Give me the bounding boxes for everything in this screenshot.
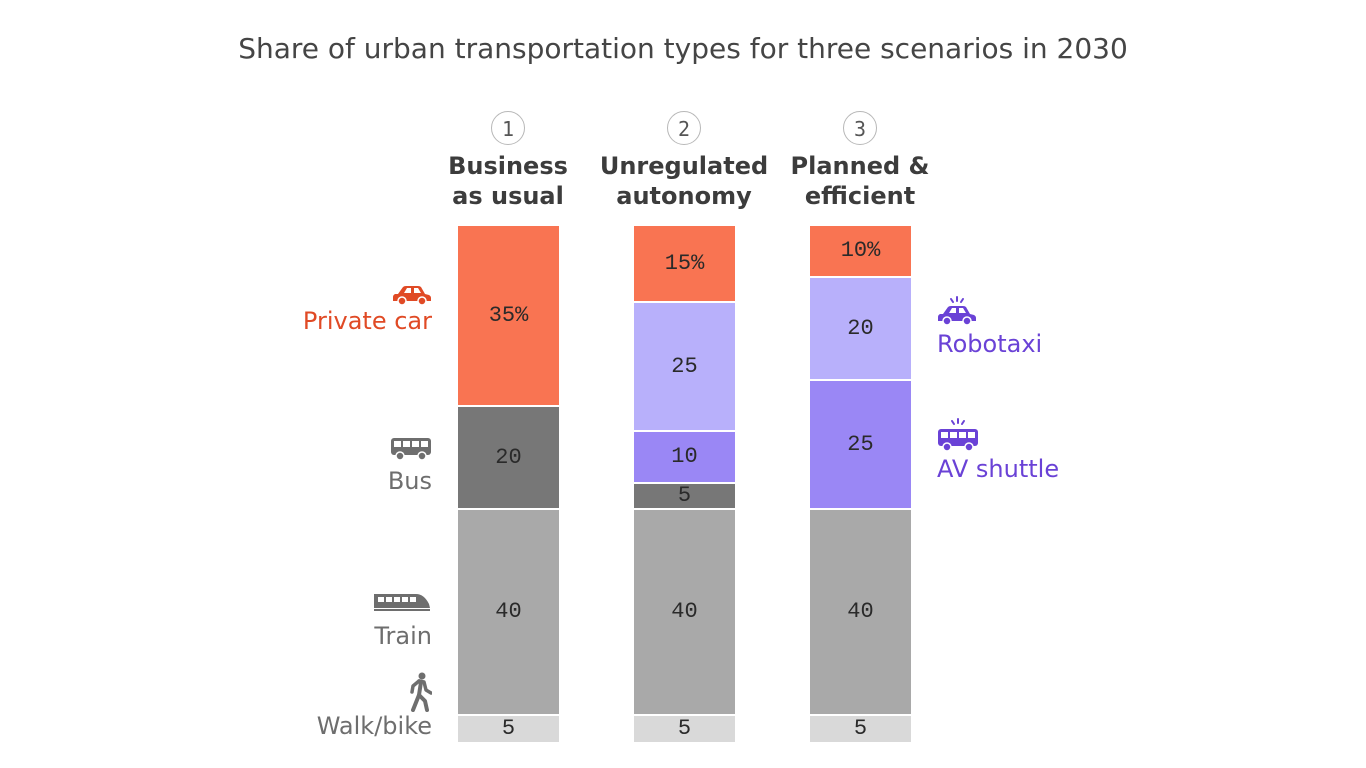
scenario-header-1: 1 Business as usual xyxy=(418,111,598,211)
bar-segment-private-car: 10% xyxy=(810,226,911,278)
bar-segment-train: 40 xyxy=(810,510,911,716)
robotaxi-icon xyxy=(937,296,1177,328)
bar-segment-av-shuttle: 25 xyxy=(810,381,911,510)
bar-segment-train: 40 xyxy=(634,510,735,716)
stacked-bar-unregulated-autonomy: 5 40 5 10 25 15% xyxy=(634,226,735,742)
legend-label-train: Train xyxy=(374,622,432,650)
data-label-walk-bike: 5 xyxy=(853,716,868,741)
legend-private-car: Private car xyxy=(192,284,432,335)
data-label-robotaxi: 25 xyxy=(671,353,698,379)
bar-segment-private-car: 15% xyxy=(634,226,735,303)
scenario-number-1: 1 xyxy=(491,111,525,145)
legend-walk-bike: Walk/bike xyxy=(192,672,432,740)
data-label-private-car: 15% xyxy=(664,250,705,276)
stacked-bar-business-as-usual: 5 40 20 35% xyxy=(458,226,559,742)
scenario-number-3: 3 xyxy=(843,111,877,145)
data-label-train: 40 xyxy=(671,599,698,624)
bar-segment-bus: 20 xyxy=(458,407,559,510)
car-icon xyxy=(192,284,432,306)
scenario-number-2: 2 xyxy=(667,111,701,145)
data-label-walk-bike: 5 xyxy=(501,716,516,741)
bar-segment-robotaxi: 20 xyxy=(810,278,911,381)
bar-segment-robotaxi: 25 xyxy=(634,303,735,432)
bar-segment-walk-bike: 5 xyxy=(458,716,559,742)
bar-segment-walk-bike: 5 xyxy=(634,716,735,742)
data-label-train: 40 xyxy=(847,599,874,624)
legend-robotaxi: Robotaxi xyxy=(937,296,1177,358)
bar-segment-train: 40 xyxy=(458,510,559,716)
bar-segment-walk-bike: 5 xyxy=(810,716,911,742)
chart-title: Share of urban transportation types for … xyxy=(238,32,1128,65)
legend-label-private-car: Private car xyxy=(302,307,432,335)
legend-label-robotaxi: Robotaxi xyxy=(937,330,1043,358)
scenario-name-1-line-1: Business xyxy=(448,152,568,180)
legend-label-walk-bike: Walk/bike xyxy=(316,712,432,740)
data-label-bus: 5 xyxy=(677,483,692,508)
scenario-header-2: 2 Unregulated autonomy xyxy=(594,111,774,211)
scenario-header-3: 3 Planned & efficient xyxy=(770,111,950,211)
legend-av-shuttle: AV shuttle xyxy=(937,418,1177,483)
data-label-av-shuttle: 10 xyxy=(671,444,698,469)
stacked-bar-planned-efficient: 5 40 25 20 10% xyxy=(810,226,911,742)
bus-icon xyxy=(192,436,432,462)
bar-segment-private-car: 35% xyxy=(458,226,559,407)
legend-train: Train xyxy=(192,590,432,650)
scenario-name-1: Business as usual xyxy=(418,151,598,211)
data-label-private-car: 10% xyxy=(840,238,881,263)
scenario-name-3-line-1: Planned & xyxy=(790,152,930,180)
av-shuttle-icon xyxy=(937,418,1177,454)
data-label-robotaxi: 20 xyxy=(847,315,874,341)
legend-label-bus: Bus xyxy=(387,467,432,495)
scenario-name-2-line-2: autonomy xyxy=(616,182,752,210)
scenario-name-3: Planned & efficient xyxy=(770,151,950,211)
scenario-name-1-line-2: as usual xyxy=(452,182,564,210)
scenario-name-2-line-1: Unregulated xyxy=(599,152,769,180)
legend-bus: Bus xyxy=(192,436,432,495)
walker-icon xyxy=(192,672,432,712)
legend-label-av-shuttle: AV shuttle xyxy=(937,455,1060,483)
bar-segment-av-shuttle: 10 xyxy=(634,432,735,484)
scenario-name-2: Unregulated autonomy xyxy=(594,151,774,211)
bar-segment-bus: 5 xyxy=(634,484,735,510)
scenario-name-3-line-2: efficient xyxy=(804,182,916,210)
data-label-train: 40 xyxy=(495,599,522,624)
data-label-av-shuttle: 25 xyxy=(847,431,874,457)
data-label-walk-bike: 5 xyxy=(677,716,692,741)
data-label-private-car: 35% xyxy=(488,302,529,328)
data-label-bus: 20 xyxy=(495,444,522,470)
train-icon xyxy=(192,590,432,616)
